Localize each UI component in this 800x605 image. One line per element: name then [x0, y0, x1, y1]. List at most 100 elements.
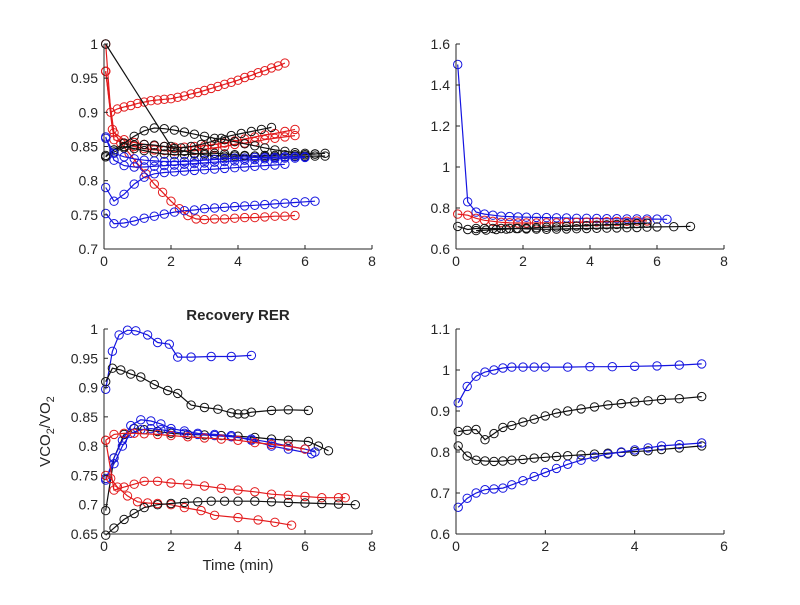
data-point [240, 139, 250, 149]
data-point [186, 400, 196, 410]
data-point [119, 218, 129, 228]
data-point [112, 482, 123, 492]
data-point [109, 219, 119, 229]
data-point [193, 87, 203, 98]
data-point [250, 200, 260, 211]
data-point [101, 377, 111, 387]
data-point [290, 124, 300, 135]
data-point [463, 197, 473, 207]
data-point [643, 443, 653, 453]
data-point [453, 398, 463, 408]
y-tick-label: 0.6 [431, 241, 451, 257]
data-point [166, 196, 176, 206]
y-label-sub-2: 2 [45, 396, 57, 402]
series-line-red [105, 71, 296, 152]
data-point [453, 441, 463, 451]
data-point [226, 130, 237, 141]
data-point [270, 199, 280, 209]
x-tick-label: 4 [234, 538, 242, 554]
data-point [270, 133, 280, 144]
data-point [109, 429, 119, 440]
data-point [169, 125, 180, 135]
series-line-red [105, 440, 346, 499]
data-point [131, 326, 141, 336]
x-tick-label: 8 [368, 253, 376, 269]
data-point [139, 162, 149, 172]
data-point [320, 151, 330, 161]
data-point [507, 455, 517, 465]
data-point [310, 151, 320, 161]
data-point [129, 428, 139, 438]
series-line-blue [105, 163, 285, 203]
data-point [219, 163, 230, 174]
data-point [101, 182, 111, 193]
data-point [616, 398, 626, 409]
series-line-blue [105, 136, 306, 168]
data-point [101, 152, 111, 162]
data-point [157, 187, 168, 198]
data-point [230, 201, 240, 212]
data-point [290, 153, 300, 163]
data-point [551, 224, 562, 234]
x-tick-label: 0 [452, 253, 460, 269]
data-point [149, 179, 160, 189]
data-point [498, 483, 508, 493]
data-point [240, 409, 250, 419]
y-tick-label: 0.75 [71, 467, 98, 483]
data-point [119, 141, 129, 152]
series-line-blue [457, 64, 668, 220]
data-point [561, 224, 572, 234]
data-point [463, 210, 473, 220]
data-point [453, 502, 463, 512]
data-point [462, 451, 472, 461]
data-point [551, 451, 562, 462]
y-tick-label: 1 [442, 159, 450, 175]
data-point [126, 369, 136, 379]
data-point [300, 152, 310, 163]
data-point [179, 206, 190, 216]
x-tick-label: 0 [100, 538, 108, 554]
data-point [310, 447, 320, 457]
data-point [174, 204, 185, 214]
data-point [119, 514, 129, 525]
data-point [166, 498, 176, 509]
y-tick-label: 1 [90, 321, 98, 337]
data-point [480, 456, 490, 466]
x-tick-label: 6 [301, 253, 309, 269]
data-point [630, 397, 640, 407]
x-tick-label: 2 [519, 253, 527, 269]
data-point [521, 223, 532, 233]
data-point [233, 75, 243, 85]
data-point [280, 126, 290, 137]
data-point [233, 409, 243, 419]
data-point [169, 150, 180, 160]
data-point [607, 362, 617, 372]
data-point [109, 155, 119, 165]
data-point [616, 447, 626, 457]
data-point [602, 214, 612, 224]
data-point [230, 163, 240, 173]
series-line-blue [105, 329, 252, 390]
x-axis-label: Time (min) [202, 557, 273, 574]
x-tick-label: 4 [234, 253, 242, 269]
data-point [101, 132, 111, 142]
data-point [462, 425, 472, 435]
data-point [571, 221, 582, 231]
y-label-mid: /VO [37, 402, 54, 428]
data-point [286, 520, 297, 530]
data-point [246, 126, 257, 137]
data-point [152, 429, 163, 440]
data-point [109, 196, 119, 206]
data-point [602, 217, 612, 227]
data-point [303, 436, 314, 447]
data-point [169, 160, 180, 170]
data-point [471, 371, 481, 381]
data-point [561, 221, 572, 232]
data-point [507, 480, 517, 490]
data-point [333, 493, 344, 503]
data-point [183, 210, 193, 221]
data-point [117, 441, 128, 451]
data-point [462, 493, 472, 503]
data-point [119, 482, 129, 492]
data-point [109, 148, 119, 159]
